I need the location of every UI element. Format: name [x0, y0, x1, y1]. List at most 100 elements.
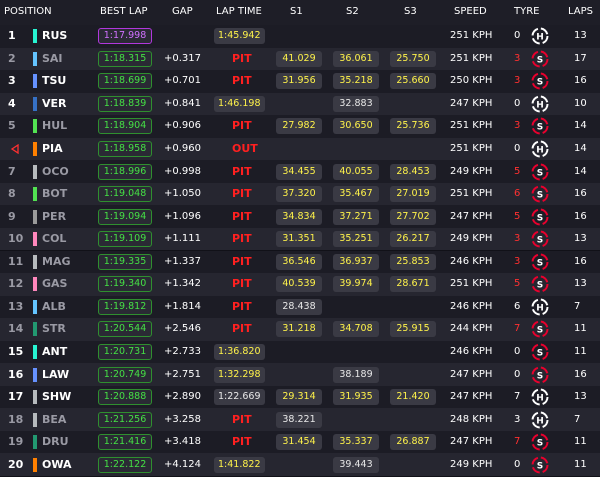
- tyre-age: 0: [514, 97, 521, 109]
- sector-time: 34.455: [276, 163, 322, 180]
- gap: +1.814: [164, 300, 202, 312]
- table-row: 12 GAS 1:19.340 +1.342 PIT 40.539 39.974 28.671…: [0, 273, 600, 297]
- tyre-age: 7: [514, 323, 521, 335]
- tyre-age: 0: [514, 368, 521, 380]
- lap-time: 1:45.942: [214, 28, 265, 45]
- tyre-age: 5: [514, 165, 521, 177]
- laps: 13: [574, 391, 587, 403]
- lap-time: PIT: [232, 74, 252, 88]
- team-color-bar: [33, 254, 37, 269]
- sector-time: 31.218: [276, 321, 322, 338]
- tyre-compound: S: [537, 326, 543, 336]
- speed: 251 KPH: [450, 120, 493, 132]
- tyre-age: 3: [514, 413, 521, 425]
- sector-time: 34.708: [333, 321, 379, 338]
- sector-time: 26.887: [390, 434, 436, 451]
- team-color-bar: [33, 457, 37, 472]
- driver: STR: [42, 322, 66, 336]
- team-color-bar: [33, 74, 37, 89]
- tyre-age: 3: [514, 52, 521, 64]
- sector-time: 41.029: [276, 50, 322, 67]
- tyre-icon: S: [531, 208, 549, 226]
- best-lap: 1:20.749: [98, 366, 152, 383]
- sector-time: 31.454: [276, 434, 322, 451]
- speed: 249 KPH: [450, 165, 493, 177]
- sector-time: 35.251: [333, 231, 379, 248]
- best-lap: 1:21.256: [98, 411, 152, 428]
- lap-time: PIT: [232, 277, 252, 291]
- tyre-ring: [531, 411, 549, 429]
- best-lap: 1:18.315: [98, 50, 152, 67]
- table-row: 9 PER 1:19.094 +1.096 PIT 34.834 37.271 27.702 2…: [0, 205, 600, 229]
- tyre-compound: S: [537, 191, 543, 201]
- speed: 251 KPH: [450, 30, 493, 42]
- team-color-bar: [33, 277, 37, 292]
- gap: +0.701: [164, 75, 202, 87]
- team-color-bar: [33, 232, 37, 247]
- gap: +2.751: [164, 368, 202, 380]
- column-header: S1: [290, 6, 303, 17]
- tyre-compound: H: [536, 146, 544, 156]
- tyre-age: 0: [514, 30, 521, 42]
- lap-time: PIT: [232, 412, 252, 426]
- team-color-bar: [33, 29, 37, 44]
- speed: 246 KPH: [450, 255, 493, 267]
- sector-time: 40.055: [333, 163, 379, 180]
- gap: +0.906: [164, 120, 202, 132]
- tyre-compound: S: [537, 439, 543, 449]
- tyre-age: 3: [514, 120, 521, 132]
- sector-time: 25.660: [390, 73, 436, 90]
- laps: 11: [574, 323, 587, 335]
- team-color-bar: [33, 299, 37, 314]
- sector-time: 25.750: [390, 50, 436, 67]
- gap: +0.998: [164, 165, 202, 177]
- tyre-icon: S: [531, 72, 549, 90]
- tyre-icon: H: [531, 140, 549, 158]
- position: 17: [8, 390, 24, 404]
- team-color-bar: [33, 187, 37, 202]
- speed: 246 KPH: [450, 345, 493, 357]
- lap-time: PIT: [232, 435, 252, 449]
- tyre-icon: S: [531, 50, 549, 68]
- tyre-icon: H: [531, 27, 549, 45]
- best-lap: 1:22.122: [98, 456, 152, 473]
- driver: SHW: [42, 390, 72, 404]
- table-row: 17 SHW 1:20.888 +2.890 1:22.669 29.314 31.935 2…: [0, 385, 600, 410]
- sector-time: 32.883: [333, 95, 379, 112]
- speed: 251 KPH: [450, 52, 493, 64]
- position: 13: [8, 299, 24, 313]
- laps: 16: [574, 188, 587, 200]
- speed: 251 KPH: [450, 278, 493, 290]
- laps: 13: [574, 233, 587, 245]
- speed: 247 KPH: [450, 436, 493, 448]
- sector-time: 31.956: [276, 73, 322, 90]
- table-row: 7 OCO 1:18.996 +0.998 PIT 34.455 40.055 28.453 2…: [0, 160, 600, 184]
- laps: 7: [574, 413, 581, 425]
- tyre-compound: H: [536, 303, 544, 313]
- sector-time: 36.546: [276, 253, 322, 270]
- position: 3: [8, 74, 16, 88]
- best-lap: 1:19.094: [98, 208, 152, 225]
- tyre-ring: [531, 140, 549, 158]
- table-row: 14 STR 1:20.544 +2.546 PIT 31.218 34.708 25.915…: [0, 318, 600, 342]
- lap-time: PIT: [232, 209, 252, 223]
- speed: 248 KPH: [450, 413, 493, 425]
- best-lap: 1:18.958: [98, 141, 152, 158]
- tyre-icon: S: [531, 366, 549, 384]
- best-lap: 1:19.048: [98, 186, 152, 203]
- speed: 247 KPH: [450, 368, 493, 380]
- lap-time: OUT: [232, 142, 258, 156]
- position: 4: [8, 96, 16, 110]
- table-row: 16 LAW 1:20.749 +2.751 1:32.298 38.189 247 KPH…: [0, 363, 600, 387]
- tyre-age: 6: [514, 188, 521, 200]
- tyre-compound: H: [536, 394, 544, 404]
- header-row: POSITION BEST LAP GAP LAP TIME S1 S2 S3 SPEED TY…: [0, 0, 600, 26]
- position: 15: [8, 344, 24, 358]
- sector-time: 28.453: [390, 163, 436, 180]
- column-header: BEST LAP: [100, 6, 148, 17]
- driver: BOT: [42, 187, 68, 201]
- lap-time: PIT: [232, 299, 252, 313]
- sector-time: 27.019: [390, 186, 436, 203]
- laps: 11: [574, 345, 587, 357]
